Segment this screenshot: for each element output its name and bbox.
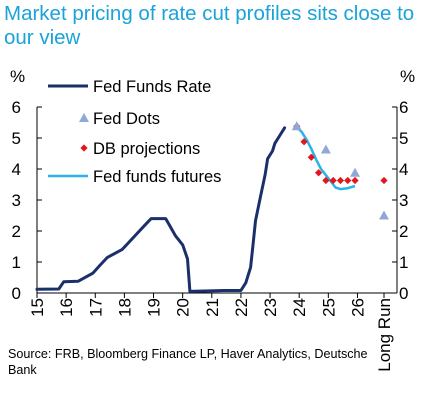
fed-dot-point (320, 144, 331, 154)
x-tick-label: 24 (290, 298, 309, 317)
y-tick-label-left: 2 (12, 222, 21, 241)
y-axis-label-left: % (10, 67, 25, 86)
legend-swatch-db-projections (80, 144, 88, 152)
y-tick-label-right: 0 (399, 284, 408, 303)
y-tick-label-left: 3 (12, 191, 21, 210)
fed-dot-point (379, 210, 389, 220)
legend-label: Fed Funds Rate (93, 78, 211, 96)
x-tick-label: 18 (115, 298, 134, 317)
y-tick-label-right: 3 (399, 191, 408, 210)
legend-label: Fed Dots (93, 110, 160, 128)
db-projection-point (344, 176, 352, 185)
series-line-fed-funds-rate (35, 126, 287, 293)
x-tick-label: 21 (203, 298, 222, 317)
y-tick-label-right: 2 (399, 222, 408, 241)
chart-title: Market pricing of rate cut profiles sits… (4, 2, 415, 49)
y-tick-label-left: 6 (12, 98, 21, 117)
x-tick-label: 26 (348, 298, 367, 317)
fed-dot-point (291, 121, 302, 131)
legend-swatch-fed-dots (79, 113, 89, 122)
y-tick-label-left: 1 (12, 253, 21, 272)
y-tick-label-right: 5 (399, 129, 408, 148)
x-tick-label: 15 (28, 298, 47, 317)
x-tick-label: 17 (86, 298, 105, 317)
db-projection-point (351, 176, 359, 185)
x-tick-label: 19 (145, 298, 164, 317)
legend-label: DB projections (93, 140, 200, 158)
db-projection-point (380, 176, 388, 185)
x-tick-label: Long Run (375, 298, 394, 372)
y-tick-label-right: 1 (399, 253, 408, 272)
x-tick-label: 22 (232, 298, 251, 317)
y-tick-label-right: 4 (399, 160, 408, 179)
x-tick-label: 20 (174, 298, 193, 317)
source-note: Source: FRB, Bloomberg Finance LP, Haver… (8, 347, 368, 377)
legend-label: Fed funds futures (93, 168, 221, 186)
db-projection-point (315, 169, 323, 177)
x-tick-label: 16 (57, 298, 76, 317)
db-projection-point (307, 153, 315, 161)
y-tick-label-left: 0 (12, 284, 21, 303)
db-projection-point (329, 176, 337, 185)
y-tick-label-left: 4 (12, 160, 21, 179)
db-projection-point (322, 176, 330, 185)
y-tick-label-right: 6 (399, 98, 408, 117)
series-line-fed-funds-futures (295, 126, 356, 191)
x-tick-label: 25 (319, 298, 338, 317)
fed-dot-point (350, 167, 361, 177)
db-projection-point (336, 176, 345, 185)
db-projection-point (300, 138, 308, 146)
y-tick-label-left: 5 (12, 129, 21, 148)
x-tick-label: 23 (261, 298, 280, 317)
y-axis-label-right: % (400, 67, 415, 86)
